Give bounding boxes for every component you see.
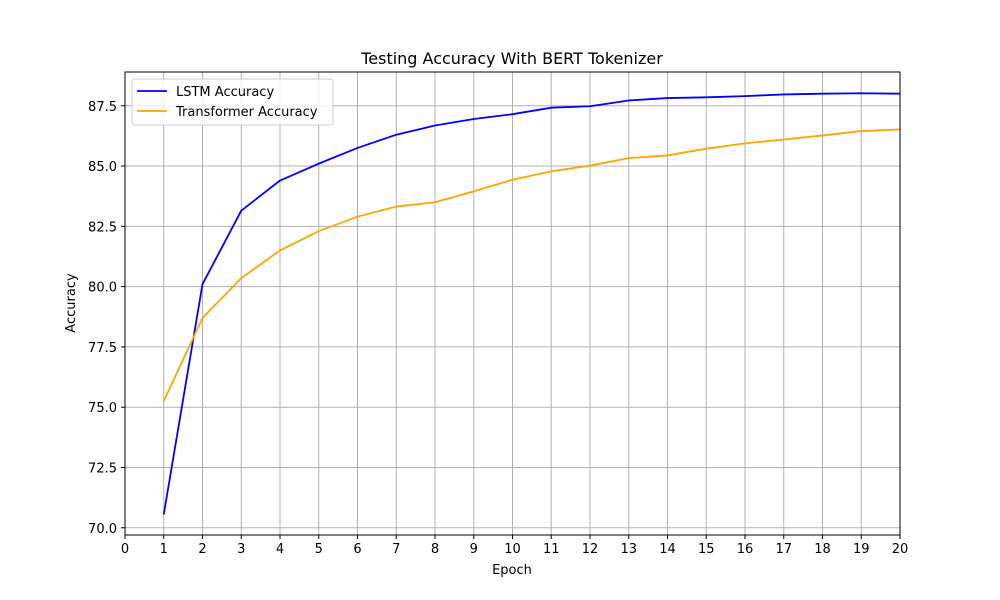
y-tick-label: 77.5 (88, 341, 117, 356)
x-tick-label: 18 (814, 542, 831, 557)
x-tick-label: 12 (582, 542, 599, 557)
y-tick-label: 82.5 (88, 220, 117, 235)
x-axis: 0 1 2 3 4 5 6 7 8 9 10 11 12 13 14 15 16 17 18 19 20 (121, 535, 908, 557)
x-tick-label: 0 (121, 542, 129, 557)
x-tick-label: 19 (853, 542, 870, 557)
x-tick-label: 11 (543, 542, 560, 557)
y-tick-label: 80.0 (88, 281, 117, 296)
y-tick-label: 87.5 (88, 100, 117, 115)
legend: LSTM Accuracy Transformer Accuracy (131, 78, 334, 126)
grid (124, 72, 901, 535)
x-tick-label: 13 (620, 542, 637, 557)
series-line-lstm (162, 92, 901, 515)
y-tick-label: 72.5 (88, 461, 117, 476)
legend-label-lstm: LSTM Accuracy (176, 85, 274, 100)
x-tick-label: 14 (659, 542, 676, 557)
legend-box (131, 78, 334, 126)
x-tick-label: 20 (892, 542, 909, 557)
y-axis: 70.0 72.5 75.0 77.5 80.0 82.5 85.0 87.5 (88, 100, 125, 537)
x-tick-label: 7 (392, 542, 400, 557)
y-tick-label: 85.0 (88, 160, 117, 175)
x-tick-label: 1 (160, 542, 168, 557)
y-tick-label: 70.0 (88, 522, 117, 537)
x-tick-label: 4 (276, 542, 284, 557)
x-tick-label: 6 (353, 542, 361, 557)
series-line-transformer (162, 128, 901, 402)
x-tick-label: 5 (315, 542, 323, 557)
x-tick-label: 8 (431, 542, 439, 557)
y-axis-label: Accuracy (64, 273, 79, 333)
chart-title: Testing Accuracy With BERT Tokenizer (360, 49, 663, 68)
x-axis-label: Epoch (492, 563, 532, 578)
x-tick-label: 3 (237, 542, 245, 557)
x-tick-label: 10 (504, 542, 521, 557)
x-tick-label: 2 (198, 542, 206, 557)
y-tick-label: 75.0 (88, 401, 117, 416)
legend-label-transformer: Transformer Accuracy (175, 105, 318, 120)
x-tick-label: 15 (698, 542, 715, 557)
x-tick-label: 16 (737, 542, 754, 557)
x-tick-label: 9 (470, 542, 478, 557)
series-layer (162, 92, 901, 515)
x-tick-label: 17 (775, 542, 792, 557)
